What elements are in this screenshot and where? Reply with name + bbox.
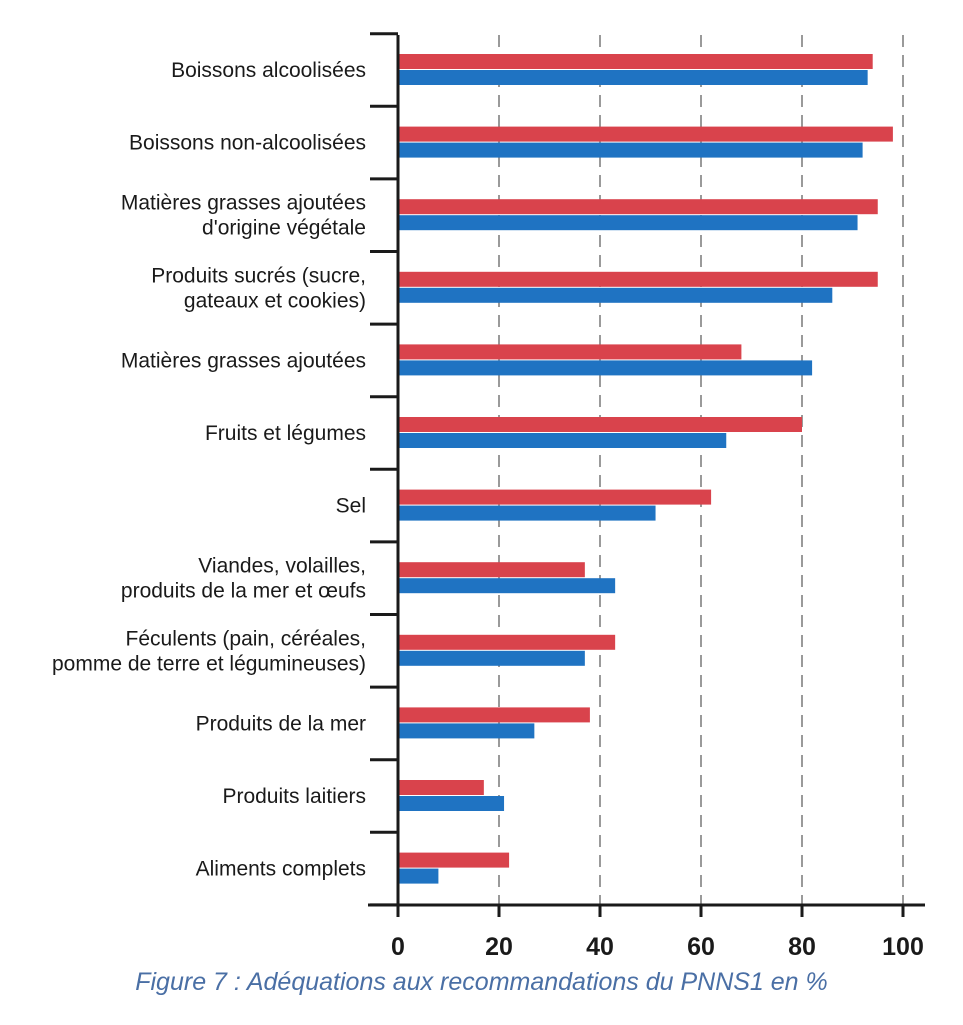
bar-red-4 (398, 344, 742, 360)
category-label: Produits de la mer (196, 712, 366, 735)
x-tick-label: 80 (788, 933, 816, 961)
bar-blue-11 (398, 868, 439, 884)
bar-red-9 (398, 707, 590, 723)
bar-red-0 (398, 54, 873, 69)
category-label: Féculents (pain, céréales, (126, 627, 366, 650)
figure-caption: Figure 7 : Adéquations aux recommandatio… (135, 968, 828, 996)
bar-red-10 (398, 780, 484, 795)
axes (368, 32, 925, 917)
category-label: Produits laitiers (222, 785, 366, 808)
bar-red-1 (398, 126, 893, 142)
bar-blue-1 (398, 142, 863, 158)
bar-red-3 (398, 271, 878, 287)
category-label: Boissons non-alcoolisées (129, 132, 366, 155)
bar-blue-0 (398, 70, 868, 85)
bar-blue-7 (398, 578, 616, 594)
bar-blue-9 (398, 723, 535, 739)
category-label: Fruits et légumes (205, 422, 366, 445)
bar-blue-6 (398, 505, 656, 521)
category-label: Viandes, volailles, (198, 555, 366, 578)
bar-red-11 (398, 852, 510, 868)
category-label: Sel (336, 495, 366, 518)
category-label: produits de la mer et œufs (121, 580, 366, 603)
x-tick-label: 0 (391, 933, 405, 961)
category-label: d'origine végétale (202, 217, 366, 240)
bar-red-5 (398, 417, 802, 432)
category-label: Matières grasses ajoutées (121, 192, 366, 215)
bar-blue-2 (398, 215, 858, 231)
category-label: Aliments complets (196, 858, 366, 881)
category-label: Matières grasses ajoutées (121, 349, 366, 372)
x-tick-labels: 0 20 40 60 80 100 (391, 933, 924, 961)
bars (398, 54, 893, 884)
category-label: gateaux et cookies) (184, 289, 366, 312)
bar-chart: Boissons alcoolisées Boissons non-alcooli… (52, 32, 925, 961)
x-tick-label: 40 (586, 933, 614, 961)
bar-red-8 (398, 634, 616, 650)
category-label: Boissons alcoolisées (171, 59, 366, 82)
bar-blue-5 (398, 433, 727, 448)
category-labels: Boissons alcoolisées Boissons non-alcooli… (52, 59, 366, 881)
bar-blue-10 (398, 796, 505, 811)
x-tick-label: 60 (687, 933, 715, 961)
bar-red-2 (398, 199, 878, 215)
bar-blue-4 (398, 360, 813, 376)
bar-blue-3 (398, 287, 833, 303)
bar-blue-8 (398, 650, 585, 666)
x-tick-label: 20 (485, 933, 513, 961)
bar-red-6 (398, 489, 712, 505)
category-label: Produits sucrés (sucre, (151, 264, 366, 287)
category-label: pomme de terre et légumineuses) (52, 652, 366, 675)
grid-lines (498, 35, 904, 905)
x-tick-label: 100 (882, 933, 924, 961)
bar-red-7 (398, 562, 585, 578)
